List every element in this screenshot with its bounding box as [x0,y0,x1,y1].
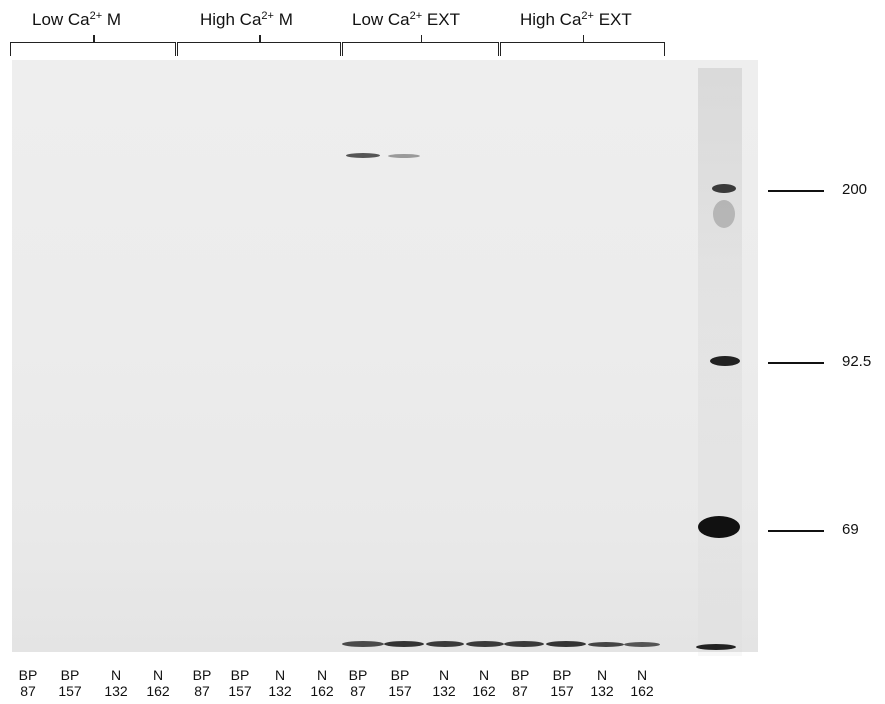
lane-label: BP 87 [18,667,38,699]
dye-front-band [466,641,504,647]
lane-label: BP 157 [388,667,412,699]
bracket-low-ca-ext [342,35,499,56]
lane-label: N 162 [310,667,334,699]
lane-label: BP 157 [58,667,82,699]
mw-marker-line-92-5 [768,362,824,364]
mw-marker-label-200: 200 [842,181,868,198]
dye-front-band [588,642,624,647]
lane-label: N 162 [630,667,654,699]
bracket-tick [420,35,422,43]
lane-label: N 132 [590,667,614,699]
group-label-low-ca-ext: Low Ca2+ EXT [352,10,460,29]
bracket-high-ca-m [177,35,341,56]
band-high-mw-lane-9 [346,153,380,158]
bracket-high-ca-ext [500,35,665,56]
marker-band-smear [713,200,735,228]
bracket-low-ca-m [10,35,176,56]
group-label-low-ca-m: Low Ca2+ M [32,10,122,29]
bracket-tick [93,35,95,43]
dye-front-band [546,641,586,647]
mw-marker-line-69 [768,530,824,532]
mw-marker-line-200 [768,190,824,192]
lane-label: N 162 [146,667,170,699]
dye-front-band [426,641,464,647]
group-label-high-ca-m: High Ca2+ M [200,10,293,29]
gel-image [12,60,758,652]
dye-front-band [624,642,660,647]
lane-label: BP 87 [510,667,530,699]
lane-label: N 132 [104,667,128,699]
marker-band-200 [712,184,736,193]
lane-label: BP 87 [192,667,212,699]
group-label-high-ca-ext: High Ca2+ EXT [520,10,632,29]
dye-front-band [384,641,424,647]
lane-label: BP 157 [550,667,574,699]
bracket-tick [259,35,261,43]
dye-front-band-marker [696,644,736,650]
dye-front-band [342,641,384,647]
lane-label: BP 157 [228,667,252,699]
dye-front-band [504,641,544,647]
mw-marker-label-92-5: 92.5 [842,353,872,370]
lane-label: N 132 [432,667,456,699]
lane-label: N 162 [472,667,496,699]
marker-band-69 [698,516,740,538]
marker-band-92-5 [710,356,740,366]
band-high-mw-lane-10 [388,154,420,158]
lane-label: BP 87 [348,667,368,699]
lane-label: N 132 [268,667,292,699]
bracket-tick [582,35,584,43]
mw-marker-label-69: 69 [842,521,859,538]
